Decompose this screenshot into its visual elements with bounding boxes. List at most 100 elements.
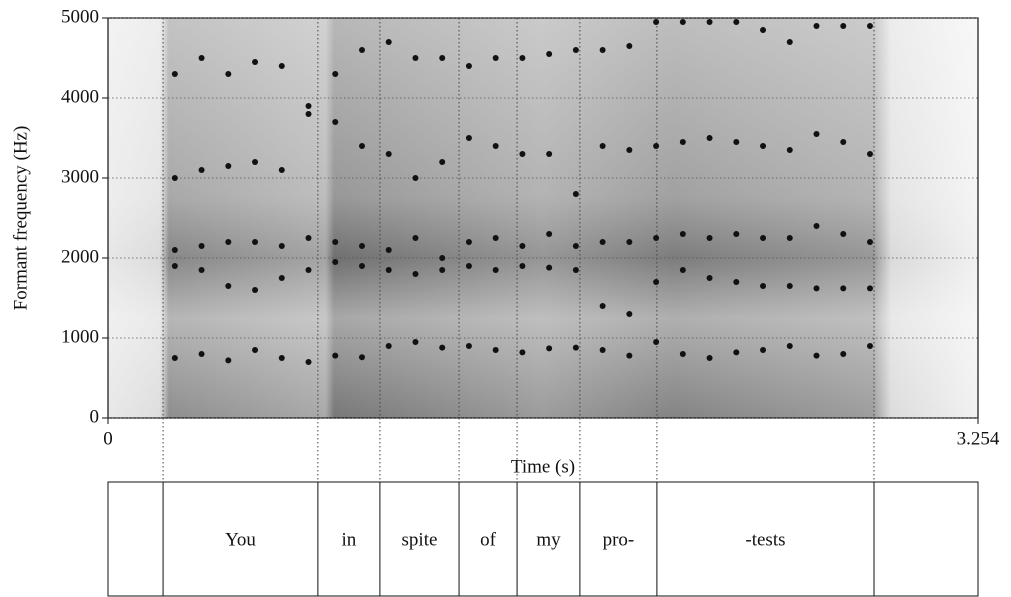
formant-point [252,59,259,65]
formant-point [546,151,553,157]
formant-point [198,267,205,273]
formant-point [412,235,419,241]
formant-point [813,352,820,359]
formant-point [225,71,232,77]
formant-point [760,283,767,289]
formant-point [679,267,686,273]
formant-point [465,343,472,349]
x-axis-label: Time (s) [511,456,575,477]
formant-point [519,243,526,249]
formant-point [546,264,553,271]
formant-point [653,235,660,241]
formant-point [840,23,847,29]
formant-point [439,55,446,61]
formant-point [786,343,793,349]
formant-point [252,159,259,165]
formant-point [332,259,339,265]
formant-point [198,243,205,249]
formant-point [492,143,499,149]
formant-point [278,355,285,361]
formant-point [626,147,633,153]
formant-point [786,283,793,289]
formant-point [572,47,579,53]
formant-point [278,63,285,69]
formant-point [599,347,606,353]
y-tick-label: 4000 [61,86,99,107]
formant-point [439,255,446,261]
formant-point [760,143,767,149]
formant-point [358,243,365,249]
formant-point [706,135,713,141]
formant-point [385,247,392,253]
spectrogram-shade [108,18,978,418]
formant-point [679,139,686,145]
interval-label: You [225,529,256,550]
formant-point [412,271,419,277]
formant-point [813,223,820,229]
formant-point [519,151,526,157]
formant-point [733,279,740,285]
formant-point [492,235,499,241]
formant-point [572,267,579,273]
formant-point [786,147,793,153]
formant-point [653,339,660,345]
formant-point [305,235,312,241]
formant-point [706,19,713,25]
formant-point [278,243,285,249]
formant-point [679,19,686,25]
tier-frame [107,481,979,597]
plot-frame [107,17,979,419]
formant-point [679,351,686,357]
y-axis-label: Formant frequency (Hz) [10,126,31,311]
formant-point [706,355,713,361]
formant-point [358,47,365,53]
interval-label: spite [402,529,438,550]
formant-point [305,359,312,365]
formant-point [653,143,660,149]
x-tick-label: 3.254 [957,428,1000,449]
formant-point [786,39,793,45]
formant-point [840,139,847,145]
formant-point [760,235,767,241]
formant-point [385,343,392,349]
formant-point [733,349,740,356]
formant-point [171,247,178,253]
formant-point [519,349,526,356]
formant-point [385,39,392,45]
formant-point [813,131,820,137]
y-tick-label: 5000 [61,6,99,27]
formant-point [278,167,285,173]
formant-point [572,191,579,197]
y-tick-label: 0 [90,406,100,427]
formant-point [465,263,472,269]
formant-point [706,235,713,241]
interval-label: pro- [603,529,635,550]
formant-point [599,303,606,309]
formant-point [599,47,606,53]
formant-point [866,23,873,29]
formant-point [519,263,526,269]
formant-point [252,239,259,245]
formant-point [171,71,178,77]
formant-point [332,352,339,359]
formant-point [225,283,232,289]
formant-point [866,343,873,349]
formant-point [733,231,740,237]
formant-point [278,275,285,281]
formant-point [225,239,232,245]
formant-point [465,135,472,141]
formant-point [439,344,446,351]
formant-point [546,51,553,57]
formant-point [305,103,312,109]
formant-point [412,55,419,61]
formant-point [813,23,820,29]
formant-point [786,235,793,241]
formant-point [706,275,713,281]
formant-point [492,55,499,61]
formant-point [412,175,419,181]
formant-point [653,19,660,25]
formant-point [465,239,472,245]
formant-point [760,347,767,353]
